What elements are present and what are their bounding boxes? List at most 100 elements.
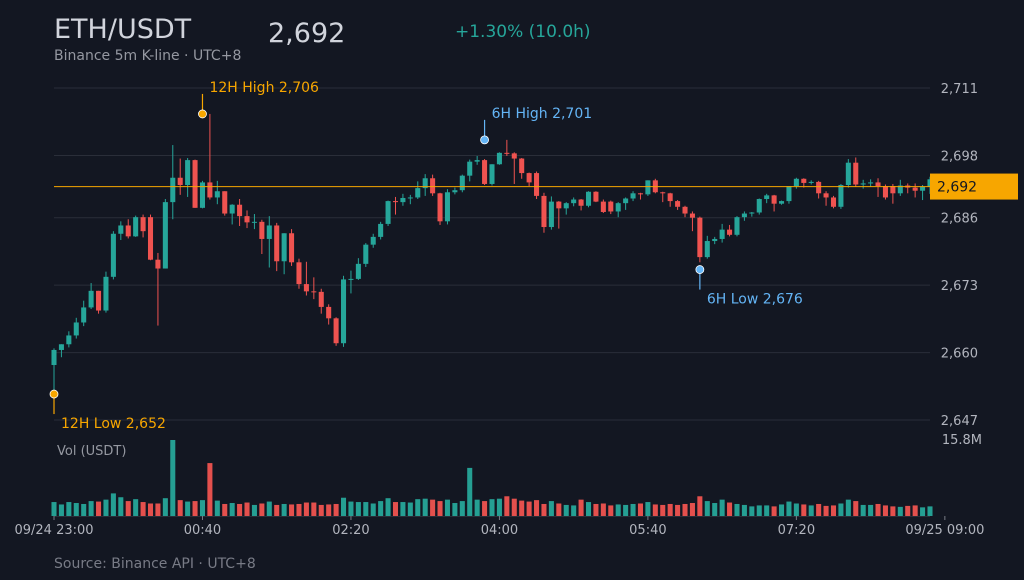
last-price-tag [930, 173, 1018, 200]
volume-bar [333, 503, 339, 516]
volume-bar [808, 505, 814, 516]
candle-body [237, 204, 243, 217]
volume-bar [58, 504, 64, 516]
volume-bar [689, 503, 695, 516]
volume-bar [296, 503, 302, 516]
candle-body [311, 291, 317, 293]
candle-body [875, 182, 881, 187]
volume-bar [897, 506, 903, 516]
candle-body [882, 186, 888, 198]
candle-body [897, 185, 903, 194]
candle-body [756, 199, 762, 213]
volume-bar [214, 500, 220, 516]
volume-bar [801, 504, 807, 516]
volume-bar [645, 502, 651, 516]
volume-bar [563, 504, 569, 516]
candle-body [222, 191, 228, 214]
volume-bar [155, 503, 161, 516]
volume-bar [927, 506, 933, 516]
candle-body [392, 201, 399, 203]
candle-body [251, 221, 257, 223]
candle-body [96, 290, 102, 311]
price-tick-label: 2,711 [941, 82, 978, 97]
candle-body [385, 201, 391, 224]
candle-body [838, 185, 844, 207]
volume-bar [318, 504, 324, 516]
volume-bar [415, 499, 421, 516]
candles [51, 113, 933, 395]
candle-body [185, 160, 191, 186]
volume-bar [719, 499, 725, 516]
candle-body [741, 213, 747, 218]
candle-body [764, 195, 770, 200]
candle-body [830, 197, 837, 207]
candle-body [199, 182, 205, 208]
candle-body [266, 225, 272, 239]
volume-bar [608, 505, 614, 516]
annotation-marker [480, 135, 489, 145]
candle-body [452, 190, 458, 193]
annotation-label: 6H Low 2,676 [707, 292, 803, 308]
candle-body [808, 181, 814, 183]
chart-subtitle: Binance 5m K-line · UTC+8 [54, 48, 241, 64]
volume-bar [875, 503, 881, 516]
volume-bar [430, 499, 436, 516]
volume-bar [170, 440, 176, 516]
volume-bar [51, 502, 57, 516]
volume-bar [222, 503, 228, 516]
volume-max-label: 15.8M [942, 433, 982, 448]
candle-body [378, 223, 384, 237]
volume-bar [311, 502, 317, 516]
volume-bar [511, 498, 517, 516]
volume-bar [496, 498, 502, 516]
candle-body [749, 212, 755, 214]
candle-body [467, 161, 473, 176]
volume-bar [615, 504, 621, 516]
candle-body [823, 193, 829, 198]
candle-body [630, 193, 636, 199]
candle-body [615, 203, 621, 212]
symbol-title: ETH/USDT [54, 14, 192, 45]
volume-bar [600, 503, 606, 516]
volume-bar [162, 498, 168, 516]
volume-bar [816, 503, 822, 516]
volume-bar [281, 503, 287, 516]
candle-body [719, 229, 725, 239]
candle-body [571, 199, 577, 204]
candle-body [816, 181, 822, 194]
candle-body [541, 195, 547, 228]
volume-bar [779, 504, 785, 516]
candle-body [623, 198, 629, 204]
candle-body [192, 160, 198, 208]
volume-bar [667, 503, 673, 516]
candle-body [73, 322, 79, 336]
candle-body [667, 193, 673, 202]
price-tick-label: 2,647 [941, 414, 978, 429]
time-tick-label: 00:40 [184, 523, 221, 538]
candle-body [370, 236, 376, 245]
volume-bar [289, 504, 295, 516]
volume-bar [199, 500, 205, 516]
candle-body [147, 217, 154, 260]
volume-bar [905, 505, 911, 516]
candle-body [779, 201, 785, 204]
volume-bar [593, 503, 599, 516]
volume-bar [385, 498, 391, 516]
candle-body [660, 192, 666, 194]
volume-bar [467, 467, 473, 516]
time-tick-label: 02:20 [332, 523, 369, 538]
volume-bar [88, 501, 94, 516]
volume-bar [675, 504, 681, 516]
source-footer: Source: Binance API · UTC+8 [54, 556, 256, 572]
candle-body [348, 278, 354, 280]
volume-bar [81, 503, 87, 516]
candle-body [645, 180, 651, 195]
volume-bars [51, 440, 933, 516]
candle-body [66, 335, 72, 345]
volume-bar [73, 503, 79, 516]
last-price-tag-label: 2,692 [937, 180, 977, 196]
volume-bar [244, 502, 250, 516]
annotation-marker [49, 389, 59, 399]
volume-bar [548, 501, 554, 516]
